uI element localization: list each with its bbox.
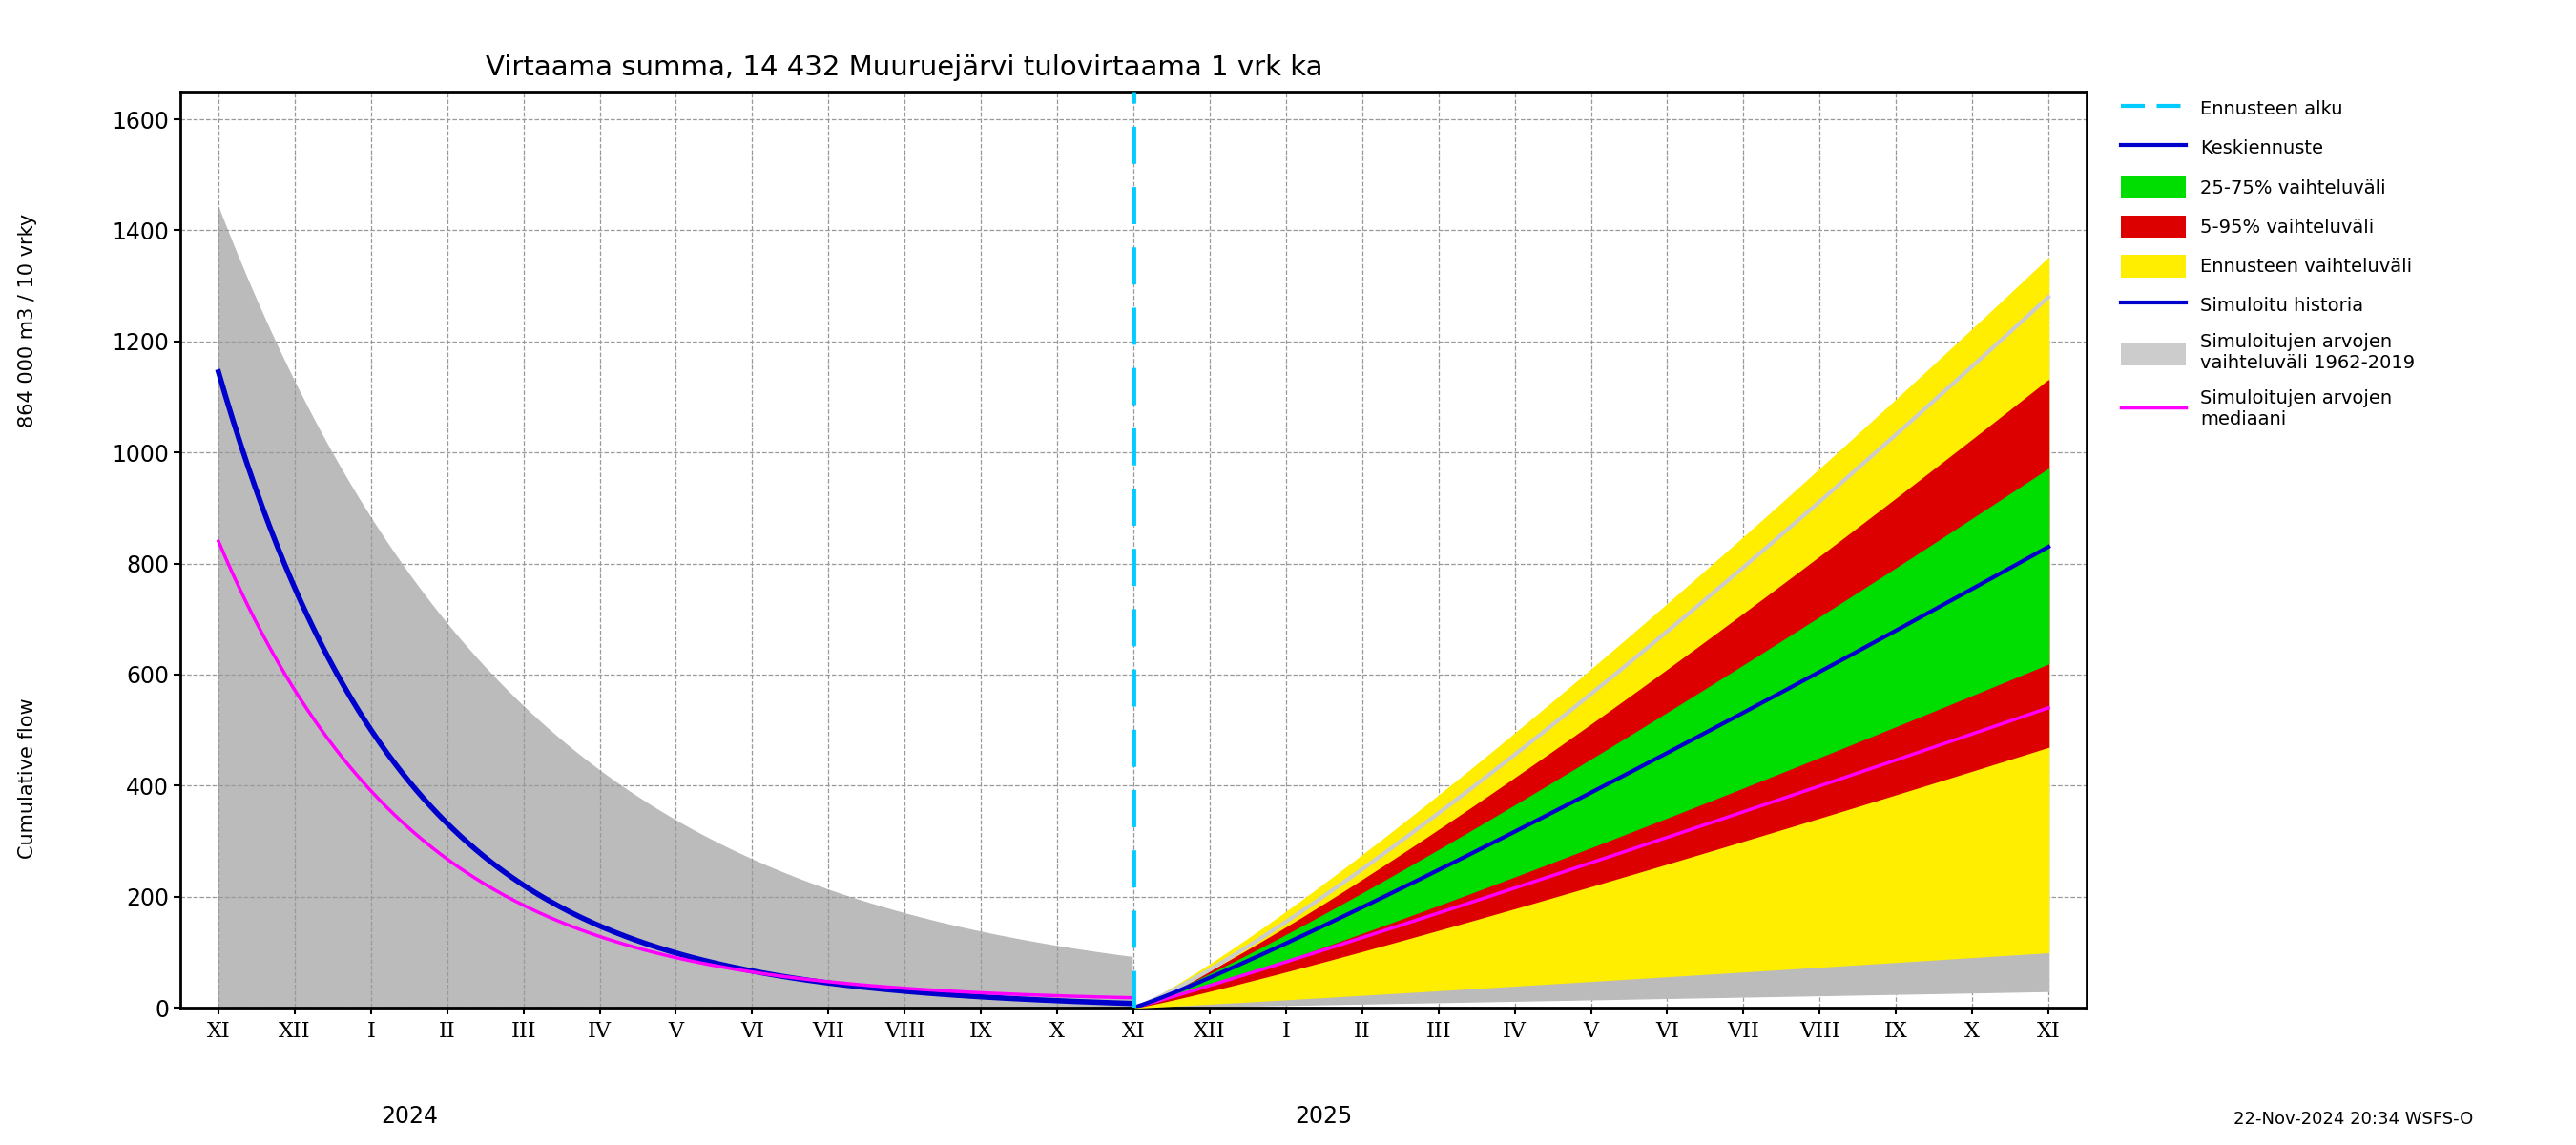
Text: Cumulative flow: Cumulative flow xyxy=(18,698,39,859)
Legend: Ennusteen alku, Keskiennuste, 25-75% vaihteluväli, 5-95% vaihteluväli, Ennusteen: Ennusteen alku, Keskiennuste, 25-75% vai… xyxy=(2115,92,2421,434)
Text: 22-Nov-2024 20:34 WSFS-O: 22-Nov-2024 20:34 WSFS-O xyxy=(2233,1111,2473,1128)
Text: 864 000 m3 / 10 vrky: 864 000 m3 / 10 vrky xyxy=(18,214,39,427)
Text: 2025: 2025 xyxy=(1296,1105,1352,1128)
Title: Virtaama summa, 14 432 Muuruejärvi tulovirtaama 1 vrk ka: Virtaama summa, 14 432 Muuruejärvi tulov… xyxy=(487,55,1324,81)
Text: 2024: 2024 xyxy=(381,1105,438,1128)
